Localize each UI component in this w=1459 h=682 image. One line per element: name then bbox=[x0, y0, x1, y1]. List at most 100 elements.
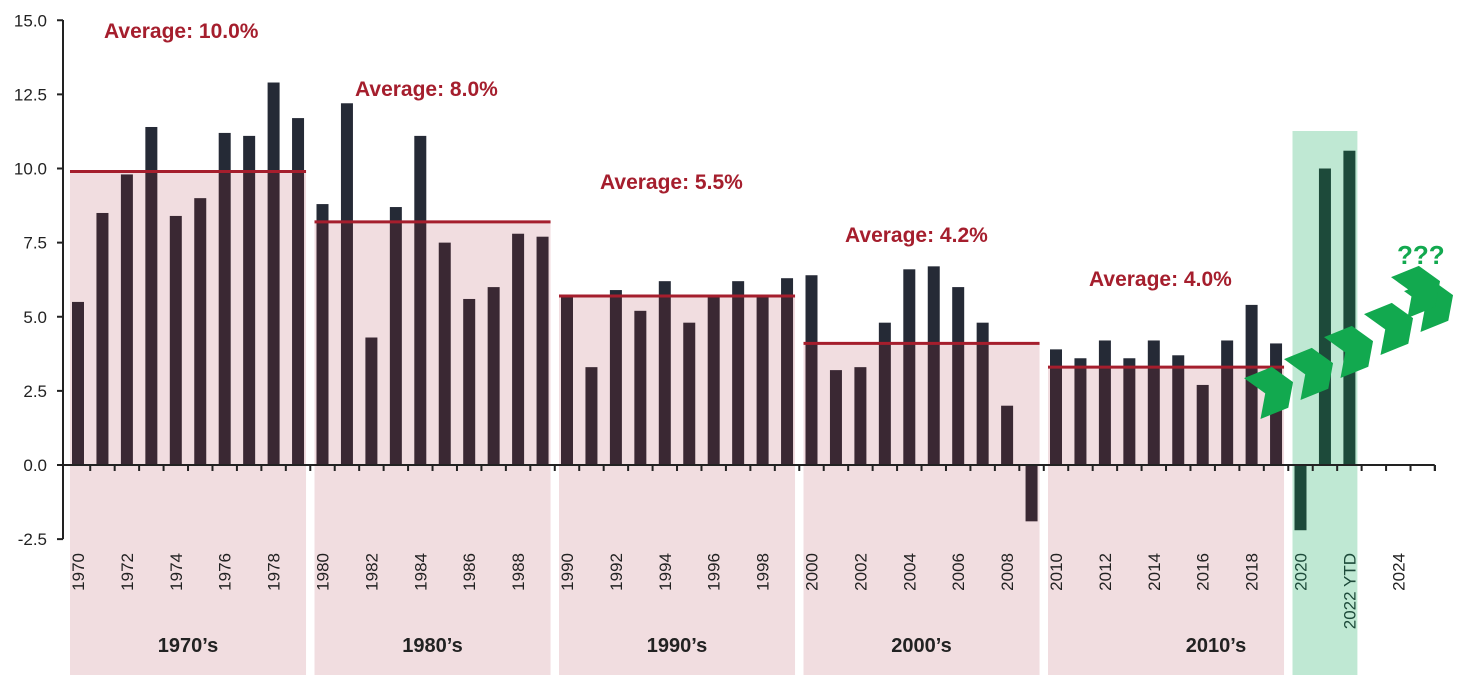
x-tick-label: 1994 bbox=[656, 553, 675, 591]
bar-1976 bbox=[218, 171, 231, 465]
decade-band bbox=[803, 343, 1040, 675]
bar-2006 bbox=[952, 343, 965, 465]
average-label: Average: 5.5% bbox=[600, 171, 743, 194]
x-tick-label: 1972 bbox=[118, 553, 137, 591]
bar-2012 bbox=[1098, 367, 1111, 465]
x-tick-label: 1982 bbox=[362, 553, 381, 591]
bar-2012-upper bbox=[1098, 340, 1111, 368]
chevron-arrow-icon bbox=[1324, 325, 1374, 378]
x-tick-label: 2022 YTD bbox=[1340, 553, 1359, 629]
x-tick-label: 2002 bbox=[851, 553, 870, 591]
bar-2007 bbox=[976, 343, 989, 465]
x-tick-label: 1976 bbox=[216, 553, 235, 591]
average-label: Average: 4.2% bbox=[845, 224, 988, 247]
decade-band bbox=[1048, 367, 1285, 675]
bar-1984 bbox=[414, 221, 427, 465]
chevron-arrow-icon bbox=[1284, 347, 1334, 400]
bar-2000-upper bbox=[805, 275, 818, 344]
bar-1987 bbox=[487, 287, 500, 465]
bar-2011 bbox=[1074, 367, 1087, 465]
average-label: Average: 4.0% bbox=[1089, 268, 1232, 291]
bar-1983 bbox=[389, 221, 402, 465]
average-label: Average: 10.0% bbox=[104, 20, 259, 43]
x-tick-label: 2000 bbox=[803, 553, 822, 591]
bar-2013-upper bbox=[1123, 358, 1136, 368]
bar-1999-upper bbox=[781, 278, 794, 296]
bar-1977-upper bbox=[243, 135, 256, 172]
bar-1999 bbox=[781, 295, 794, 465]
bar-1986 bbox=[463, 298, 476, 465]
bar-2011-upper bbox=[1074, 358, 1087, 368]
bar-2016 bbox=[1196, 384, 1209, 465]
bar-1996 bbox=[707, 295, 720, 465]
bar-2019-upper bbox=[1270, 343, 1283, 368]
bar-1993 bbox=[634, 310, 647, 465]
annotation-text: ??? bbox=[1397, 240, 1445, 270]
bar-1978 bbox=[267, 171, 280, 465]
bar-2000 bbox=[805, 343, 818, 465]
bar-1985 bbox=[438, 242, 451, 465]
bar-2006-upper bbox=[952, 287, 965, 344]
bar-2022 bbox=[1343, 150, 1356, 465]
y-tick-label: -2.5 bbox=[18, 530, 47, 549]
bar-2010 bbox=[1050, 367, 1062, 465]
decade-band bbox=[314, 221, 551, 675]
bar-2018 bbox=[1245, 367, 1258, 465]
decade-label: 1980’s bbox=[402, 635, 462, 657]
bar-1992-upper bbox=[609, 290, 622, 296]
bar-1998 bbox=[756, 295, 769, 465]
bar-1971 bbox=[96, 212, 109, 465]
decade-label: 1990’s bbox=[647, 635, 707, 657]
bar-1997-upper bbox=[732, 281, 745, 296]
y-tick-label: 7.5 bbox=[23, 234, 47, 253]
bar-2001 bbox=[829, 370, 842, 465]
bar-2018-upper bbox=[1245, 304, 1258, 368]
bar-1977 bbox=[243, 171, 256, 465]
bar-2015 bbox=[1172, 367, 1185, 465]
bar-1989 bbox=[536, 236, 549, 465]
x-tick-label: 1992 bbox=[607, 553, 626, 591]
bar-1972 bbox=[120, 174, 133, 465]
bar-1994 bbox=[658, 295, 671, 465]
x-tick-label: 1998 bbox=[754, 553, 773, 591]
x-tick-label: 2010 bbox=[1047, 553, 1066, 591]
bar-2004-upper bbox=[903, 269, 916, 344]
x-tick-label: 1986 bbox=[460, 553, 479, 591]
y-tick-label: 0.0 bbox=[23, 456, 47, 475]
bar-2005 bbox=[927, 343, 940, 465]
average-label: Average: 8.0% bbox=[355, 78, 498, 101]
decade-band bbox=[559, 295, 796, 675]
chevron-arrow-icon bbox=[1244, 366, 1294, 419]
bar-1979-upper bbox=[292, 118, 305, 172]
bar-1970 bbox=[72, 301, 84, 465]
x-tick-label: 2024 bbox=[1389, 553, 1408, 591]
bar-1997 bbox=[732, 295, 745, 465]
bar-1981-upper bbox=[340, 103, 353, 222]
decade-label: 1970’s bbox=[158, 635, 218, 657]
chevron-arrow-icon bbox=[1364, 302, 1414, 355]
bar-2004 bbox=[903, 343, 916, 465]
decade-label: 2010’s bbox=[1186, 635, 1246, 657]
bar-2009 bbox=[1025, 465, 1038, 522]
bar-1991 bbox=[585, 367, 598, 465]
bar-2010-upper bbox=[1050, 349, 1062, 368]
bar-2007-upper bbox=[976, 322, 989, 344]
x-tick-label: 2004 bbox=[900, 553, 919, 591]
x-tick-label: 2008 bbox=[998, 553, 1017, 591]
x-tick-label: 1974 bbox=[167, 553, 186, 591]
labels: Average: 10.0% 1970’s Average: 8.0% 1980’s A… bbox=[14, 11, 1445, 657]
decade-label: 2000’s bbox=[891, 635, 951, 657]
bar-1980 bbox=[316, 221, 329, 465]
trend-arrows bbox=[1244, 265, 1454, 419]
y-tick-label: 5.0 bbox=[23, 308, 47, 327]
decade-band bbox=[70, 171, 307, 675]
bar-1980-upper bbox=[316, 204, 329, 222]
x-tick-label: 2016 bbox=[1194, 553, 1213, 591]
bar-1979 bbox=[292, 171, 305, 465]
bar-1990 bbox=[561, 295, 573, 465]
bar-2005-upper bbox=[927, 266, 940, 344]
bar-1973-upper bbox=[145, 126, 158, 172]
bar-2017-upper bbox=[1221, 340, 1234, 368]
